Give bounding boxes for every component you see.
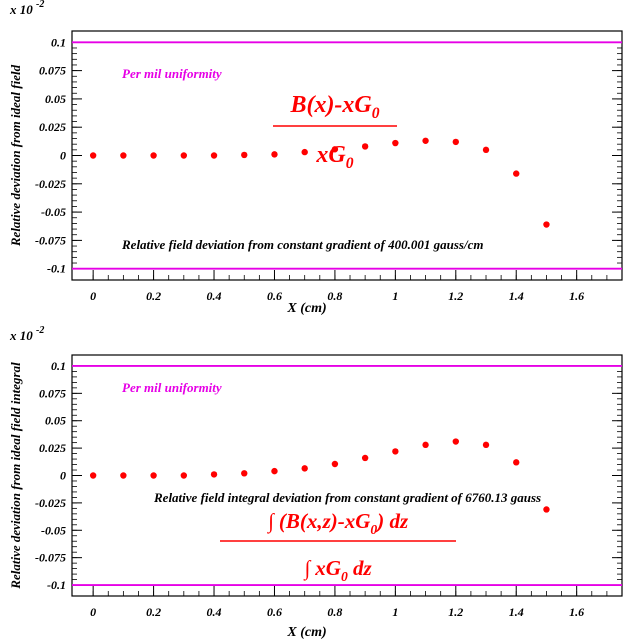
x-tick-label: 0.4 — [207, 289, 222, 303]
uniformity-label: Per mil uniformity — [122, 380, 222, 395]
x-tick-label: 0 — [90, 605, 96, 619]
y-tick-label: 0.1 — [51, 359, 66, 373]
data-point — [513, 170, 520, 177]
data-point — [210, 152, 218, 159]
data-point — [120, 152, 127, 159]
y-axis-label: Relative deviation from ideal field — [8, 64, 23, 247]
data-point — [180, 472, 188, 479]
data-point — [543, 221, 550, 228]
uniformity-label: Per mil uniformity — [122, 66, 222, 81]
y-tick-label: 0.075 — [39, 386, 66, 400]
formula-numerator: ∫ (B(x,z)-xG0) dz — [267, 509, 409, 537]
y-tick-label: -0.025 — [35, 496, 66, 510]
chart-annotation: Relative field deviation from constant g… — [121, 237, 483, 252]
data-point — [180, 152, 188, 159]
x-tick-label: 1.6 — [569, 289, 584, 303]
data-point — [331, 146, 339, 153]
formula: B(x)-xG0 xG0 — [273, 92, 397, 172]
data-point — [422, 441, 429, 449]
y-tick-label: -0.025 — [35, 177, 66, 191]
data-point — [392, 448, 399, 455]
y-axis-label: Relative deviation from ideal field inte… — [8, 362, 23, 590]
y-tick-label: 0.075 — [39, 64, 66, 78]
x-tick-label: 0.6 — [267, 605, 282, 619]
data-point — [482, 441, 490, 449]
x-tick-label: 1.6 — [569, 605, 584, 619]
x-tick-label: 1.2 — [448, 605, 463, 619]
y-tick-label: -0.05 — [41, 523, 66, 537]
x-tick-label: 0.6 — [267, 289, 282, 303]
data-point — [89, 472, 97, 479]
data-point — [241, 151, 248, 159]
data-point — [513, 459, 520, 466]
x-axis-label: X (cm) — [286, 625, 326, 640]
y-tick-label: 0 — [60, 149, 66, 163]
x-tick-label: 0.8 — [327, 289, 342, 303]
data-point — [392, 139, 399, 147]
chart-1: 0.1 0.075 0.05 0.025 0 -0.025 -0.05 -0.075 -0.1 0… — [8, 0, 623, 316]
data-point — [150, 152, 157, 159]
y-tick-label: 0.05 — [45, 92, 66, 106]
y-tick-label: 0.025 — [39, 120, 66, 134]
x-tick-label: 0.4 — [207, 605, 222, 619]
chart-annotation: Relative field integral deviation from c… — [153, 490, 541, 505]
y-tick-label: -0.1 — [47, 578, 66, 592]
data-point — [210, 471, 218, 478]
formula-numerator: B(x)-xG0 — [289, 92, 379, 122]
y-tick-label: 0 — [60, 469, 66, 483]
formula-denominator: ∫ xG0 dz — [303, 556, 372, 584]
x-axis-label: X (cm) — [286, 301, 326, 316]
y-tick-label: -0.075 — [35, 551, 66, 565]
x-tick-label: 0.2 — [146, 605, 161, 619]
data-point — [271, 467, 278, 475]
y-tick-label: -0.05 — [41, 205, 66, 219]
exponent-label: x 10 -2 — [9, 0, 44, 17]
x-tick-label: 1 — [392, 605, 398, 619]
data-point — [452, 138, 459, 146]
data-point — [452, 438, 459, 445]
data-point — [150, 472, 157, 479]
data-point — [271, 151, 278, 158]
data-point — [331, 460, 339, 468]
y-tick-label: -0.1 — [47, 262, 66, 276]
data-point — [120, 472, 127, 479]
data-point — [89, 152, 97, 159]
y-tick-label: 0.05 — [45, 414, 66, 428]
x-tick-label: 0.2 — [146, 289, 161, 303]
data-point — [482, 146, 490, 154]
y-tick-label: 0.1 — [51, 35, 66, 49]
exponent-label: x 10 -2 — [9, 325, 44, 343]
data-point — [543, 506, 550, 513]
data-point — [361, 454, 369, 462]
formula-denominator: xG0 — [315, 142, 353, 172]
x-tick-label: 1.4 — [509, 289, 524, 303]
x-tick-label: 1.2 — [448, 289, 463, 303]
data-point — [301, 148, 308, 156]
y-tick-label: 0.025 — [39, 441, 66, 455]
data-point — [241, 470, 248, 477]
formula: ∫ (B(x,z)-xG0) dz ∫ xG0 dz — [220, 509, 456, 584]
x-tick-label: 1 — [392, 289, 398, 303]
data-point — [361, 143, 369, 150]
y-tick-label: -0.075 — [35, 233, 66, 247]
x-tick-label: 1.4 — [509, 605, 524, 619]
chart-2: 0.1 0.075 0.05 0.025 0 -0.025 -0.05 -0.075 -0.1 0… — [8, 325, 623, 640]
data-point — [301, 465, 308, 472]
data-point — [422, 137, 429, 144]
x-tick-label: 0 — [90, 289, 96, 303]
x-tick-label: 0.8 — [327, 605, 342, 619]
